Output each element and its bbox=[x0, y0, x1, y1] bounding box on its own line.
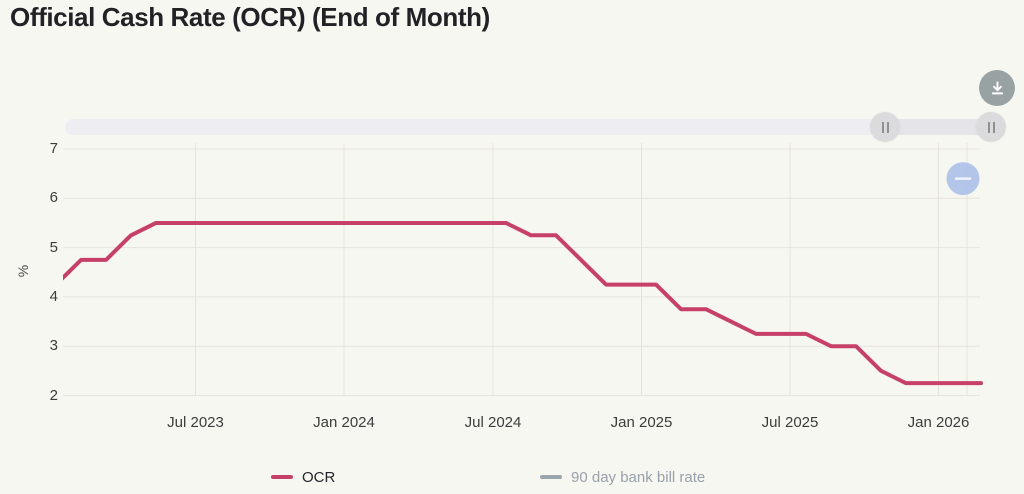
y-tick-label: 2 bbox=[49, 386, 58, 404]
x-tick-label: Jul 2024 bbox=[464, 414, 522, 431]
timeline-slider-track[interactable] bbox=[65, 119, 1006, 135]
y-tick-label: 6 bbox=[49, 189, 58, 207]
grip-icon bbox=[886, 121, 889, 133]
legend-swatch-90-day bbox=[540, 475, 562, 479]
grip-icon bbox=[992, 121, 995, 133]
y-tick-label: 3 bbox=[49, 337, 58, 355]
y-tick-label: 5 bbox=[49, 238, 58, 256]
x-tick-label: Jan 2024 bbox=[313, 414, 375, 431]
grip-icon bbox=[881, 121, 884, 133]
download-button[interactable] bbox=[979, 70, 1015, 106]
y-tick-label: 7 bbox=[49, 140, 58, 157]
slider-handle-right[interactable] bbox=[976, 112, 1006, 142]
legend-label-90-day: 90 day bank bill rate bbox=[571, 468, 706, 486]
legend-item-ocr[interactable]: OCR bbox=[271, 468, 335, 486]
y-tick-label: 4 bbox=[49, 287, 58, 305]
x-tick-label: Jul 2023 bbox=[167, 414, 224, 431]
timeline-slider-selected-range[interactable] bbox=[885, 119, 991, 135]
y-axis-title: % bbox=[15, 264, 32, 278]
legend-swatch-ocr bbox=[271, 475, 293, 479]
legend-label-ocr: OCR bbox=[302, 468, 336, 486]
annotation-marker[interactable] bbox=[946, 162, 980, 196]
x-tick-label: Jan 2026 bbox=[907, 414, 970, 431]
x-tick-label: Jul 2025 bbox=[761, 414, 819, 431]
download-icon bbox=[989, 80, 1006, 97]
grip-icon bbox=[987, 121, 990, 133]
plot-area[interactable] bbox=[63, 143, 980, 396]
x-tick-label: Jan 2025 bbox=[610, 414, 673, 431]
legend-item-90-day-bank-bill-rate[interactable]: 90 day bank bill rate bbox=[540, 468, 705, 486]
page-title: Official Cash Rate (OCR) (End of Month) bbox=[10, 2, 490, 32]
slider-handle-left[interactable] bbox=[870, 112, 900, 142]
